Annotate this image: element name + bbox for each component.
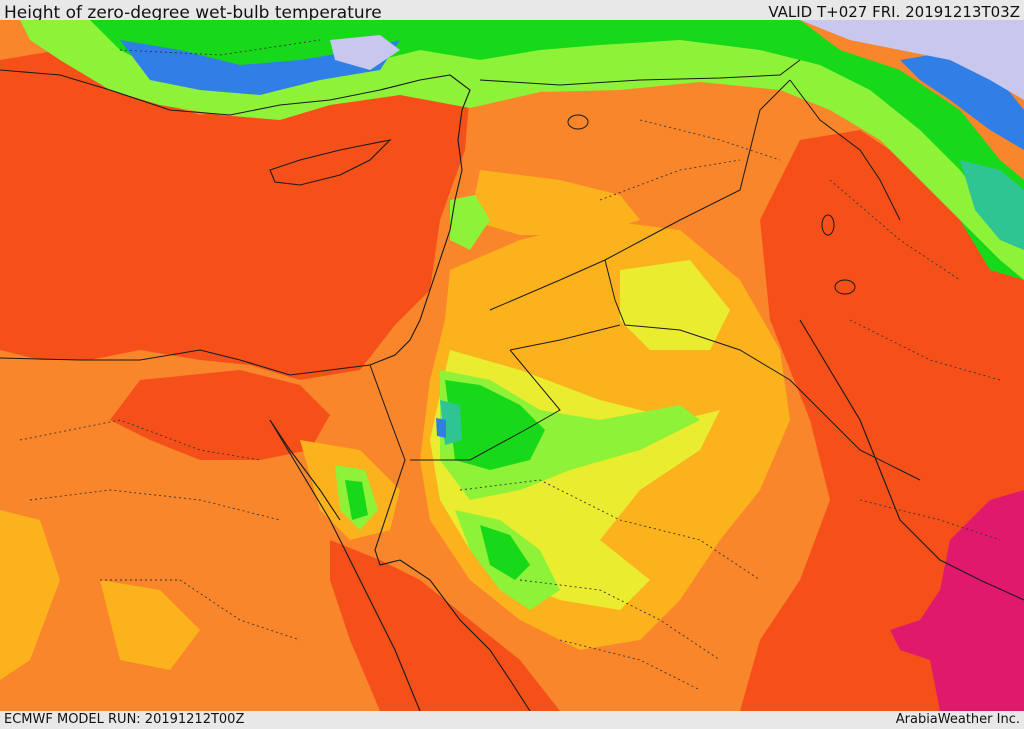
coast-arabia-redsea bbox=[399, 559, 531, 711]
map-canvas bbox=[0, 20, 1024, 711]
coastlines bbox=[0, 69, 1024, 711]
coast-gulf-suez bbox=[269, 419, 341, 521]
coast-gulf-aqaba bbox=[374, 459, 406, 566]
regional-boundaries bbox=[19, 39, 1001, 691]
border-iraq-jordan-saudi bbox=[489, 259, 921, 481]
dotted-iran-1 bbox=[829, 179, 961, 281]
coast-cyprus bbox=[269, 139, 392, 186]
dotted-egypt-1 bbox=[19, 419, 261, 461]
lake-urmia bbox=[821, 214, 835, 236]
border-egypt-israel bbox=[369, 364, 406, 461]
dotted-saudi-1 bbox=[459, 479, 761, 581]
field-lavender-nw bbox=[330, 35, 400, 70]
field-magenta-se bbox=[890, 490, 1024, 711]
coast-egypt-north bbox=[0, 349, 371, 376]
field-amber-egypt-s bbox=[100, 580, 200, 670]
field-deep-orange-egypt bbox=[110, 370, 330, 460]
dotted-iraq-1 bbox=[599, 159, 741, 201]
valid-time-label: VALID T+027 FRI. 20191213T03Z bbox=[768, 3, 1020, 21]
field-lightgreen-lebanon bbox=[450, 195, 490, 250]
coast-turkey-south bbox=[0, 69, 471, 116]
field-green-sinai bbox=[345, 480, 368, 520]
model-run-label: ECMWF MODEL RUN: 20191212T00Z bbox=[4, 712, 245, 727]
field-amber-sw bbox=[0, 510, 60, 680]
credit-label: ArabiaWeather Inc. bbox=[895, 712, 1020, 727]
field-deep-orange-med bbox=[0, 50, 470, 380]
field-amber-syria bbox=[470, 170, 640, 235]
field-teal-north bbox=[960, 160, 1024, 250]
coast-levant bbox=[369, 109, 463, 366]
map-title: Height of zero-degree wet-bulb temperatu… bbox=[4, 3, 382, 21]
weather-map[interactable] bbox=[0, 20, 1024, 711]
political-borders bbox=[369, 59, 921, 481]
dotted-saudi-2 bbox=[519, 579, 721, 661]
field-blue-jordan bbox=[436, 418, 446, 438]
dotted-turkey bbox=[119, 39, 321, 56]
map-header: Height of zero-degree wet-bulb temperatu… bbox=[0, 0, 1024, 21]
border-jordan-saudi bbox=[410, 324, 621, 461]
lake-van-east bbox=[834, 279, 856, 295]
border-syria-iraq bbox=[479, 59, 801, 86]
coast-persian-gulf bbox=[799, 319, 1024, 601]
map-footer: ECMWF MODEL RUN: 20191212T00Z ArabiaWeat… bbox=[0, 711, 1024, 729]
dotted-egypt-2 bbox=[29, 489, 281, 521]
border-iraq-iran bbox=[789, 79, 901, 221]
coast-red-sea-west bbox=[269, 419, 421, 711]
dotted-egypt-3 bbox=[100, 579, 301, 641]
field-green-jordan bbox=[445, 380, 545, 470]
field-green-hijaz bbox=[480, 525, 530, 580]
lake-tharthar bbox=[567, 114, 589, 130]
border-syria-iraq-east bbox=[604, 79, 791, 261]
field-lavender-north bbox=[800, 20, 1024, 100]
